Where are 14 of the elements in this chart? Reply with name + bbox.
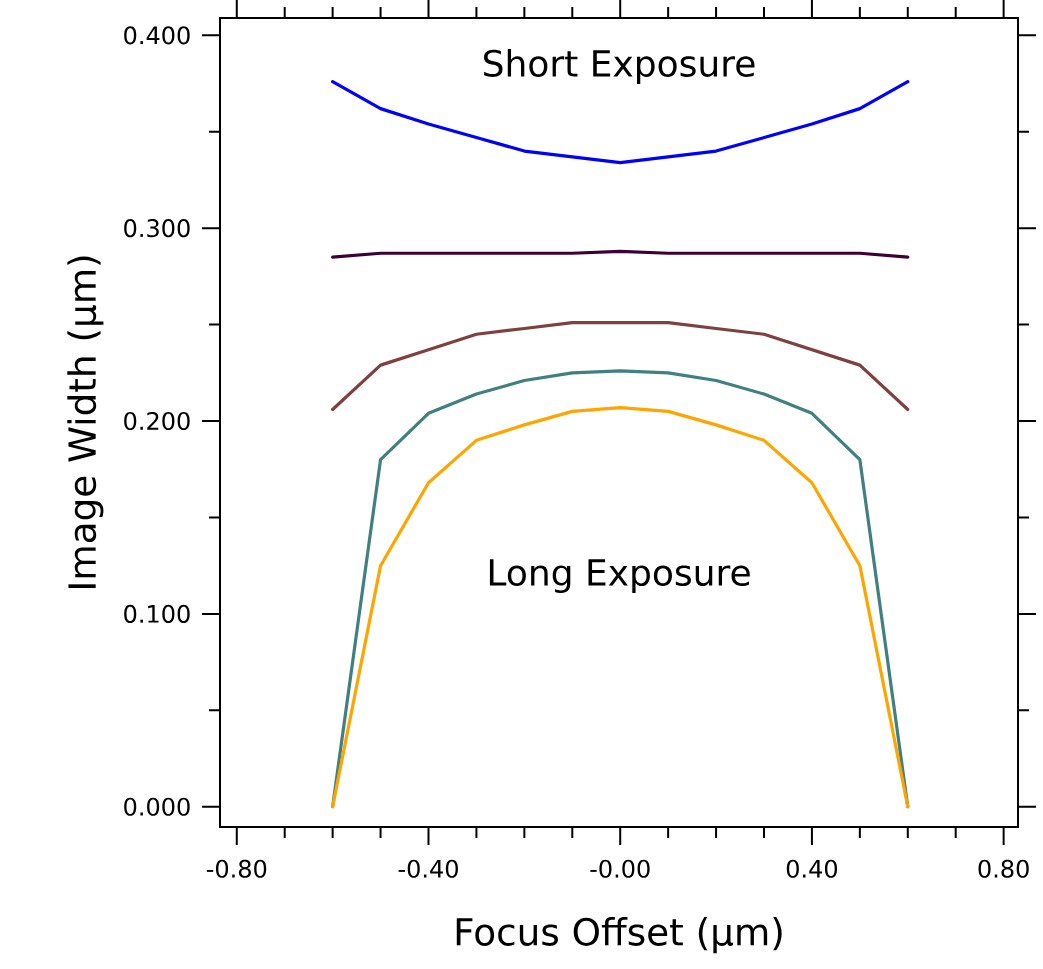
y-axis-title: Image Width (µm) — [67, 256, 104, 589]
annotation: Short Exposure — [484, 49, 755, 84]
x-tick-label: -0.80 — [206, 859, 267, 878]
x-tick-label: -0.40 — [398, 859, 458, 878]
x-tick-label: 0.80 — [978, 859, 1029, 878]
y-tick-label: 0.200 — [124, 411, 190, 431]
x-axis-title: Focus Offset (µm) — [456, 917, 782, 954]
y-tick-label: 0.400 — [124, 26, 190, 45]
x-tick-label: -0.00 — [590, 859, 650, 878]
y-tick-label: 0.300 — [124, 219, 190, 238]
y-tick-label: 0.000 — [124, 797, 190, 816]
annotation: Long Exposure — [489, 559, 750, 594]
x-tick-label: 0.40 — [786, 859, 838, 878]
y-tick-label: 0.100 — [124, 604, 190, 623]
